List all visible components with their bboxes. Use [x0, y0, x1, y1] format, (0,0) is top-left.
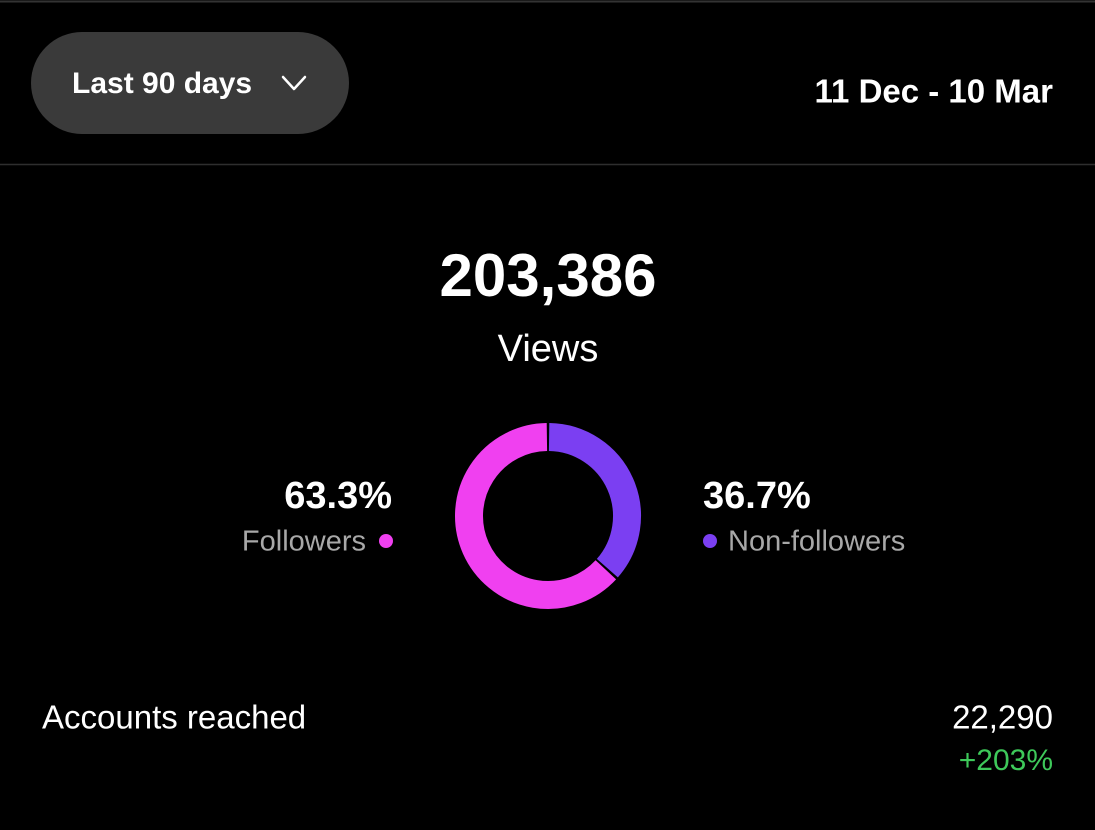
period-button[interactable]: Last 90 days	[31, 32, 349, 134]
non-followers-label: Non-followers	[728, 526, 905, 558]
donut-segment	[455, 423, 617, 609]
donut-segment	[548, 423, 641, 578]
followers-label: Followers	[242, 526, 366, 558]
date-range: 11 Dec - 10 Mar	[815, 73, 1054, 110]
chevron-down[interactable]	[281, 75, 307, 91]
legend-dot	[703, 534, 717, 548]
period-label[interactable]: Last 90 days	[72, 67, 252, 100]
followers-percent: 63.3%	[284, 475, 392, 517]
views-label: Views	[498, 328, 599, 370]
metric-change: +203%	[959, 744, 1053, 777]
metric-value: 22,290	[952, 699, 1053, 736]
period-pill[interactable]	[31, 32, 349, 134]
non-followers-percent: 36.7%	[703, 475, 811, 517]
legend-dot	[379, 534, 393, 548]
views-total: 203,386	[440, 242, 657, 309]
metric-label: Accounts reached	[42, 699, 306, 736]
